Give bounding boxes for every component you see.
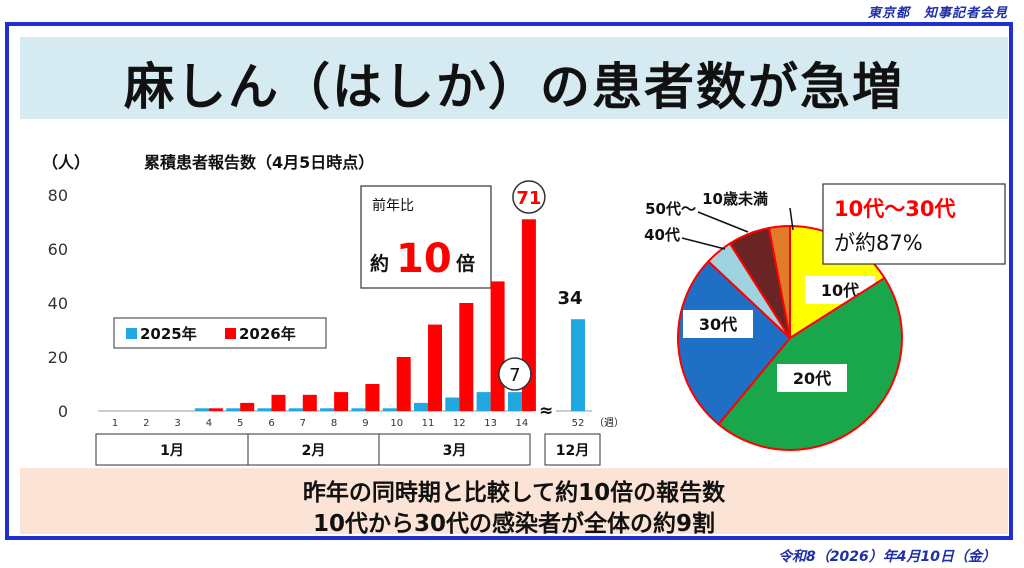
pie-slice-label: 30代	[699, 315, 737, 334]
bar-2025	[414, 402, 428, 411]
x-axis-unit: （週）	[594, 417, 624, 429]
bar-2025	[257, 408, 272, 411]
header-org: 東京都 知事記者会見	[867, 6, 1008, 21]
title-band: 麻しん（はしか）の患者数が急増	[20, 37, 1008, 119]
pie-callout: 10代～30代 が約87%	[822, 183, 1006, 265]
ratio-prefix: 約	[370, 252, 389, 275]
month-label: 2月	[302, 443, 326, 459]
slide-frame	[5, 22, 1013, 540]
x-tick-label: 12	[453, 418, 466, 429]
x-tick-label: 10	[390, 418, 403, 429]
bar-2026	[396, 357, 411, 411]
y-tick-label: 60	[48, 240, 68, 259]
summary-line-2: 10代から30代の感染者が全体の約9割	[312, 511, 716, 537]
annotation-circle-2025	[498, 357, 532, 391]
month-box	[247, 433, 380, 466]
pie-callout-line2: が約87%	[834, 231, 923, 255]
bar-2025	[571, 319, 585, 411]
bar-2025	[382, 408, 397, 411]
bar-2026	[208, 408, 223, 411]
date-footer: 令和8（2026）年4月10日（金）	[778, 549, 996, 565]
pie-slice-label: 20代	[793, 369, 831, 388]
pie-slice	[717, 276, 903, 451]
slide-title: 麻しん（はしか）の患者数が急増	[124, 58, 904, 116]
bar-2025	[226, 408, 241, 411]
bar-2025	[445, 397, 460, 411]
summary-line-1: 昨年の同時期と比較して約10倍の報告数	[302, 480, 726, 506]
pie-slice-label: 10歳未満	[702, 190, 768, 208]
month-box	[95, 433, 249, 466]
ratio-suffix: 倍	[456, 252, 475, 275]
bar-2026	[428, 324, 442, 411]
bar-2025	[507, 392, 522, 411]
bar-2025	[194, 408, 209, 411]
x-tick-label: 1	[112, 418, 118, 429]
pie-slice	[767, 224, 791, 339]
y-tick-label: 40	[48, 294, 68, 313]
x-tick-label: 14	[516, 418, 529, 429]
y-tick-label: 0	[58, 402, 68, 421]
pie-callout-line1: 10代～30代	[834, 197, 955, 221]
leader-line	[681, 237, 726, 250]
x-tick-label: 13	[484, 418, 497, 429]
x-tick-label: 11	[422, 418, 435, 429]
month-box	[544, 433, 601, 466]
bar-2025	[288, 408, 303, 411]
ratio-label: 前年比	[372, 197, 414, 214]
summary-band: 昨年の同時期と比較して約10倍の報告数 10代から30代の感染者が全体の約9割	[20, 468, 1008, 537]
ratio-callout: 前年比 約 10 倍	[360, 185, 492, 289]
data-label-2026-wk14: 71	[516, 188, 541, 209]
y-tick-label: 20	[48, 348, 68, 367]
bar-2026	[240, 402, 255, 411]
legend-label-2026: 2026年	[239, 325, 296, 343]
bar-2025	[320, 408, 335, 411]
bar-2026	[490, 281, 505, 411]
bar-2025	[351, 408, 366, 411]
bar-2025	[476, 392, 491, 411]
annotation-circle-2026	[512, 180, 546, 214]
y-tick-label: 80	[48, 186, 68, 205]
leader-line	[789, 207, 794, 231]
ratio-value: 10	[396, 236, 452, 282]
legend-swatch-2026	[225, 328, 236, 339]
pie-slice-label: 40代	[644, 226, 680, 244]
pie-slice-label: 10代	[821, 281, 859, 300]
month-label: 1月	[160, 443, 184, 459]
bar-2026	[365, 384, 380, 411]
y-axis-label: （人）	[42, 153, 90, 172]
x-tick-label: 3	[174, 418, 180, 429]
x-tick-label: 2	[143, 418, 149, 429]
x-tick-label: 9	[362, 418, 368, 429]
month-box	[378, 433, 531, 466]
leader-line	[697, 211, 749, 233]
x-tick-label: 8	[331, 418, 337, 429]
month-label: 12月	[556, 443, 589, 459]
x-tick-label: 6	[268, 418, 274, 429]
pie-slice-label: 50代～	[645, 200, 696, 218]
bar-2026	[302, 394, 317, 411]
bar-2026	[334, 392, 349, 411]
pie-slice	[677, 259, 792, 426]
x-tick-label: 4	[206, 418, 212, 429]
x-tick-label: 52	[572, 418, 585, 429]
pie-label-box	[683, 310, 753, 338]
bar-2026	[459, 303, 474, 411]
bar-2026	[271, 394, 286, 411]
data-label-2025-wk52: 34	[557, 288, 582, 309]
x-tick-label: 5	[237, 418, 243, 429]
chart-title: 累積患者報告数（4月5日時点）	[144, 153, 374, 172]
x-tick-label: 7	[300, 418, 306, 429]
legend-swatch-2025	[126, 328, 137, 339]
chart-legend: 2025年 2026年	[113, 317, 327, 349]
axis-break-mark: ≈	[539, 401, 553, 421]
pie-label-box	[777, 364, 847, 392]
data-label-2025-wk14: 7	[509, 365, 520, 386]
month-label: 3月	[443, 443, 467, 459]
legend-label-2025: 2025年	[140, 325, 197, 343]
